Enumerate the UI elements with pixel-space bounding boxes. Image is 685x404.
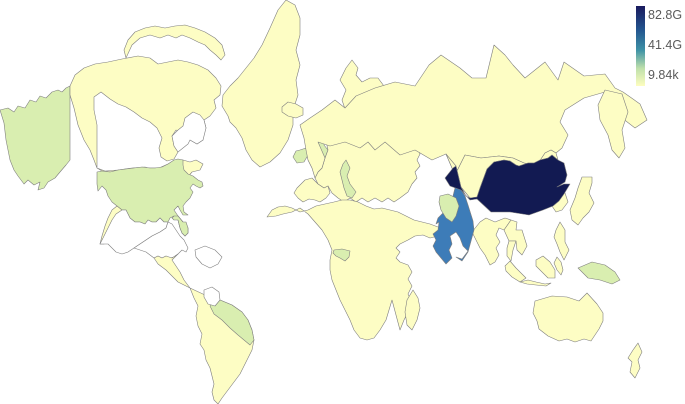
- svg-text:41.4G: 41.4G: [648, 38, 682, 52]
- svg-text:82.8G: 82.8G: [648, 8, 682, 22]
- svg-text:9.84k: 9.84k: [648, 68, 679, 82]
